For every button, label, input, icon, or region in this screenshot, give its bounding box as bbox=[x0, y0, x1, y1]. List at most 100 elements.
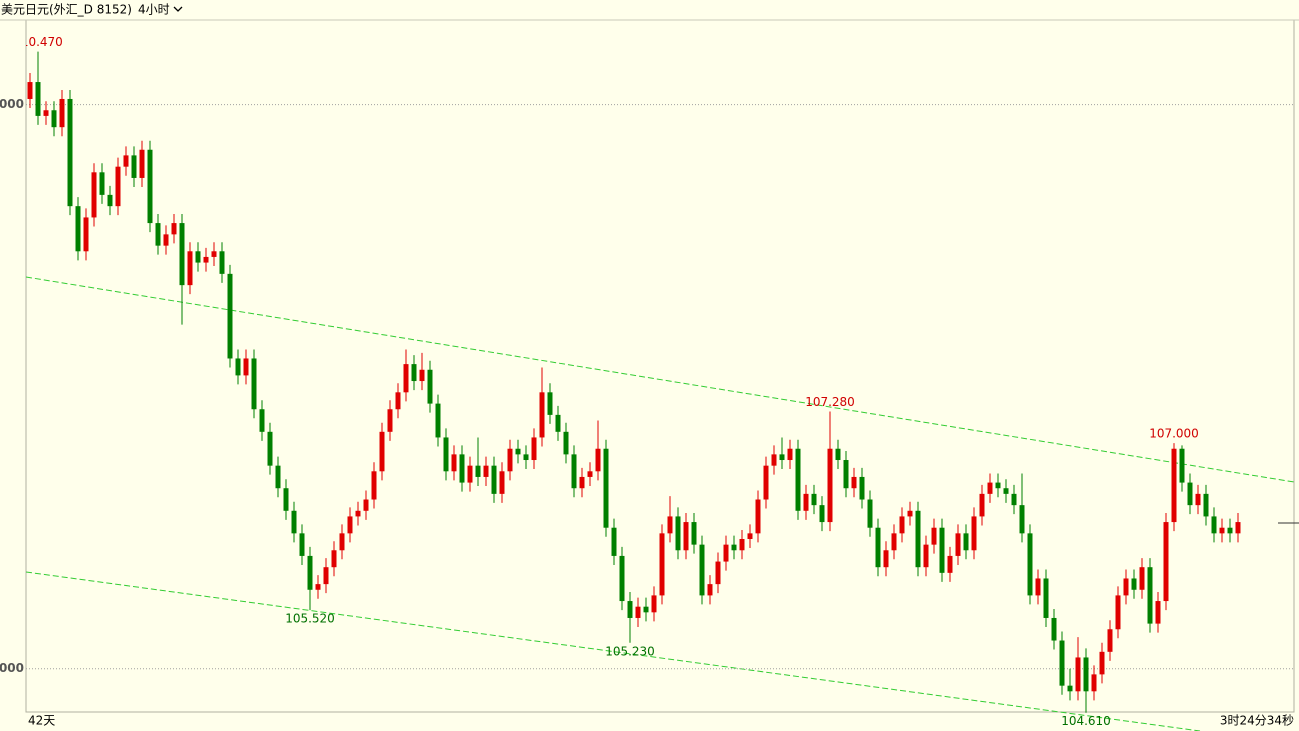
candle-body bbox=[1163, 522, 1169, 602]
footer-left: 42天 bbox=[28, 714, 55, 728]
y-tick-label: 110.000 bbox=[0, 97, 24, 111]
candle-body bbox=[531, 437, 537, 461]
candle-body bbox=[179, 223, 185, 286]
candle-body bbox=[923, 544, 929, 568]
candle-body bbox=[243, 358, 249, 376]
candle-body bbox=[1075, 657, 1081, 692]
extreme-label: 105.230 bbox=[605, 644, 655, 658]
candle-body bbox=[947, 555, 953, 573]
candle-body bbox=[979, 493, 985, 517]
candle-body bbox=[203, 256, 209, 263]
candle-body bbox=[107, 194, 113, 207]
candle-body bbox=[995, 482, 1001, 489]
candle-body bbox=[195, 251, 201, 263]
candle-body bbox=[659, 533, 665, 596]
candle-body bbox=[211, 251, 217, 257]
candle-body bbox=[1179, 448, 1185, 483]
candle-body bbox=[859, 476, 865, 500]
candle-body bbox=[1155, 601, 1161, 624]
candle-body bbox=[579, 476, 585, 489]
candle-body bbox=[795, 448, 801, 511]
candle-body bbox=[219, 251, 225, 274]
candle-body bbox=[99, 172, 105, 195]
candle-body bbox=[715, 561, 721, 585]
candle-body bbox=[891, 533, 897, 551]
candle-body bbox=[1067, 685, 1073, 692]
candle-body bbox=[1147, 567, 1153, 624]
candle-body bbox=[875, 527, 881, 568]
candle-body bbox=[163, 234, 169, 246]
extreme-label: 107.000 bbox=[1149, 427, 1199, 441]
candle-body bbox=[627, 601, 633, 618]
candle-body bbox=[899, 516, 905, 534]
candle-body bbox=[139, 149, 145, 178]
candle-body bbox=[1227, 527, 1233, 534]
candle-body bbox=[419, 369, 425, 382]
extreme-label: 107.280 bbox=[805, 395, 855, 409]
candle-body bbox=[739, 538, 745, 551]
candle-body bbox=[603, 448, 609, 528]
candle-body bbox=[611, 527, 617, 556]
period-chevron[interactable] bbox=[173, 6, 183, 12]
candle-body bbox=[707, 584, 713, 596]
candle-body bbox=[1187, 482, 1193, 506]
plot-area: 110.470 107.280 107.000 105.520 105.230 104.6… bbox=[13, 35, 1294, 731]
candle-body bbox=[723, 544, 729, 562]
candle-body bbox=[851, 476, 857, 489]
candle-body bbox=[507, 448, 513, 472]
channel-upper bbox=[26, 276, 1294, 483]
candle-body bbox=[443, 437, 449, 472]
extreme-label: 110.470 bbox=[13, 35, 63, 49]
candle-body bbox=[683, 522, 689, 551]
candle-body bbox=[675, 516, 681, 551]
candle-body bbox=[515, 448, 521, 455]
period-selector[interactable]: 4小时 bbox=[138, 3, 170, 17]
candle-body bbox=[483, 465, 489, 477]
candle-body bbox=[299, 533, 305, 556]
candle-body bbox=[587, 471, 593, 477]
candle-body bbox=[347, 516, 353, 534]
candle-body bbox=[475, 465, 481, 477]
candle-body bbox=[147, 149, 153, 224]
candle-body bbox=[235, 358, 241, 376]
candle-body bbox=[811, 493, 817, 506]
candle-body bbox=[491, 465, 497, 494]
candle-body bbox=[547, 392, 553, 415]
candle-body bbox=[1043, 578, 1049, 618]
candle-body bbox=[1003, 488, 1009, 494]
candle-body bbox=[1059, 640, 1065, 686]
candle-body bbox=[1051, 617, 1057, 641]
candle-body bbox=[771, 454, 777, 466]
candle-body bbox=[459, 454, 465, 483]
candle-body bbox=[43, 110, 49, 116]
candle-body bbox=[835, 448, 841, 461]
candle-body bbox=[523, 454, 529, 461]
candle-body bbox=[91, 172, 97, 218]
candle-body bbox=[155, 223, 161, 246]
candle-body bbox=[731, 544, 737, 551]
candle-body bbox=[667, 516, 673, 534]
candle-body bbox=[187, 251, 193, 286]
candle-body bbox=[939, 527, 945, 573]
candle-body bbox=[1211, 516, 1217, 534]
candle-body bbox=[1219, 527, 1225, 534]
candle-body bbox=[67, 98, 73, 207]
candle-body bbox=[955, 533, 961, 556]
candle-body bbox=[1131, 578, 1137, 590]
candle-body bbox=[283, 488, 289, 511]
candle-body bbox=[1107, 629, 1113, 652]
candle-body bbox=[51, 110, 57, 128]
candle-body bbox=[1011, 493, 1017, 506]
candle-body bbox=[883, 550, 889, 568]
candle-body bbox=[619, 555, 625, 602]
candle-body bbox=[467, 465, 473, 483]
candle-body bbox=[1035, 578, 1041, 596]
candle-body bbox=[1235, 522, 1241, 534]
candle-body bbox=[915, 510, 921, 568]
candle-body bbox=[931, 527, 937, 545]
candle-body bbox=[539, 392, 545, 438]
chart-title: 美元日元(外汇_D 8152) bbox=[1, 3, 132, 17]
candle-body bbox=[819, 505, 825, 523]
